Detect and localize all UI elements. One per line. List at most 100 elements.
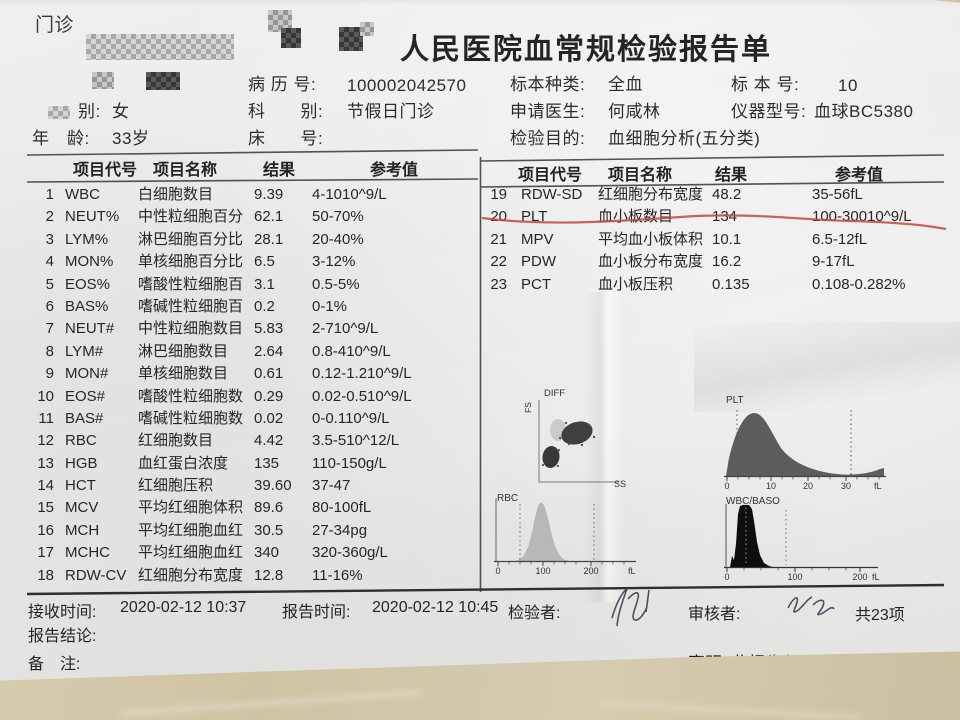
item-result: 0.2: [254, 297, 275, 315]
right-header-name: 项目名称: [608, 167, 673, 184]
received-time-label: 接收时间:: [28, 604, 97, 621]
plt-histogram: PLT 0 10 20 30 fL: [724, 395, 886, 490]
result-row: 18 RDW-CV 红细胞分布宽度 12.8 11-16%: [30, 565, 480, 587]
row-number: 2: [45, 208, 54, 226]
desk-vein: [600, 701, 860, 720]
item-code: PLT: [521, 208, 548, 226]
gender-label: 别:: [78, 102, 101, 121]
item-reference: 100-30010^9/L: [812, 208, 912, 226]
item-reference: 4-1010^9/L: [312, 186, 387, 203]
item-name: 单核细胞数目: [138, 365, 229, 383]
item-result: 16.2: [712, 253, 742, 271]
wbc-baso-histogram: WBC/BASO 0 100 200 fL: [724, 496, 880, 582]
row-number: 1: [45, 186, 54, 203]
row-number: 21: [490, 230, 507, 248]
redaction-block: [146, 72, 180, 90]
result-row: 20 PLT 血小板数目 134 100-30010^9/L: [481, 206, 947, 228]
statement-text: 声明: 此报告仅对本标本负责: [688, 654, 902, 673]
report-title: 人民医院血常规检验报告单: [400, 34, 773, 66]
diff-main-cluster: [558, 421, 596, 447]
row-number: 14: [37, 477, 54, 495]
total-items-count: 共23项: [855, 607, 905, 624]
item-name: 平均血小板体积: [598, 230, 704, 248]
plt-tick-30: 30: [841, 481, 851, 490]
wbc-minor-ticks: [743, 568, 847, 571]
item-name: 血小板压积: [598, 275, 674, 293]
item-code: RDW-SD: [521, 186, 583, 203]
item-result: 5.83: [254, 320, 284, 338]
result-row: 4 MON% 单核细胞百分比 6.5 3-12%: [30, 251, 480, 273]
right-header-code: 项目代号: [518, 167, 583, 184]
reviewer-signature: [787, 596, 835, 616]
plt-curve: [726, 413, 884, 476]
item-name: 白细胞数目: [138, 186, 214, 203]
result-row: 5 EOS% 嗜酸性粒细胞百 3.1 0.5-5%: [30, 274, 480, 296]
left-header-result: 结果: [263, 162, 296, 179]
left-header-code: 项目代号: [73, 162, 138, 179]
rbc-chart-label: RBC: [497, 493, 518, 504]
rbc-tick-100: 100: [535, 566, 550, 576]
item-code: BAS#: [65, 409, 104, 427]
redaction-block: [48, 106, 70, 119]
right-header-result: 结果: [715, 167, 748, 184]
item-name: 中性粒细胞百分: [138, 208, 244, 226]
item-result: 340: [254, 544, 280, 562]
right-results-table: 19 RDW-SD 红细胞分布宽度 48.2 35-56fL 20 PLT 血小…: [481, 184, 947, 296]
result-row: 9 MON# 单核细胞数目 0.61 0.12-1.210^9/L: [30, 363, 480, 385]
item-result: 0.135: [712, 275, 750, 293]
bed-label: 床 号:: [248, 129, 324, 148]
item-name: 红细胞分布宽度: [598, 186, 704, 203]
item-result: 10.1: [712, 230, 742, 248]
plt-unit-label: fL: [874, 481, 882, 490]
plt-tick-10: 10: [766, 481, 776, 490]
age-value: 33岁: [112, 129, 150, 148]
item-code: BAS%: [65, 297, 109, 315]
gender-value: 女: [112, 102, 130, 121]
diff-chart-label: DIFF: [544, 388, 565, 399]
item-code: NEUT#: [65, 320, 115, 338]
rbc-curve: [515, 502, 569, 562]
row-number: 12: [37, 432, 54, 450]
item-name: 中性粒细胞数目: [138, 320, 244, 338]
item-result: 135: [254, 454, 280, 472]
plt-major-ticks: [726, 477, 847, 481]
row-number: 3: [45, 230, 54, 248]
item-name: 红细胞数目: [138, 432, 214, 450]
item-result: 89.6: [254, 499, 284, 517]
doctor-value: 何咸林: [608, 102, 661, 121]
item-result: 48.2: [712, 186, 742, 203]
row-number: 15: [37, 499, 54, 517]
item-reference: 0.12-1.210^9/L: [312, 365, 412, 383]
item-name: 淋巴细胞百分比: [138, 230, 244, 248]
item-name: 单核细胞百分比: [138, 253, 244, 271]
result-row: 10 EOS# 嗜酸性粒细胞数 0.29 0.02-0.510^9/L: [30, 386, 480, 408]
remarks-label: 备 注:: [28, 656, 81, 673]
result-row: 2 NEUT% 中性粒细胞百分 62.1 50-70%: [30, 206, 480, 228]
item-reference: 320-360g/L: [312, 544, 388, 562]
diff-axes: [538, 400, 619, 483]
item-result: 3.1: [254, 275, 275, 293]
item-code: EOS%: [65, 275, 111, 293]
redaction-block: [360, 22, 374, 36]
row-number: 23: [490, 275, 507, 293]
item-code: RDW-CV: [65, 566, 127, 584]
item-name: 嗜酸性粒细胞百: [138, 275, 244, 293]
plt-tick-20: 20: [803, 481, 813, 490]
examiner-label: 检验者:: [508, 605, 561, 622]
desk-vein: [120, 689, 420, 717]
item-reference: 20-40%: [312, 230, 364, 248]
item-name: 淋巴细胞数目: [138, 342, 229, 360]
result-row: 16 MCH 平均红细胞血红 30.5 27-34pg: [30, 520, 480, 542]
row-number: 10: [37, 387, 54, 405]
result-row: 7 NEUT# 中性粒细胞数目 5.83 2-710^9/L: [30, 318, 480, 340]
redaction-block: [92, 72, 114, 89]
rbc-tick-200: 200: [583, 566, 598, 576]
item-reference: 3-12%: [312, 253, 356, 271]
item-reference: 110-150g/L: [312, 454, 387, 472]
examiner-signature: [611, 587, 650, 627]
item-name: 红细胞分布宽度: [138, 566, 244, 584]
result-row: 12 RBC 红细胞数目 4.42 3.5-510^12/L: [30, 430, 480, 452]
redaction-block: [281, 28, 301, 48]
item-code: MPV: [521, 230, 554, 248]
item-code: MON%: [65, 253, 114, 271]
